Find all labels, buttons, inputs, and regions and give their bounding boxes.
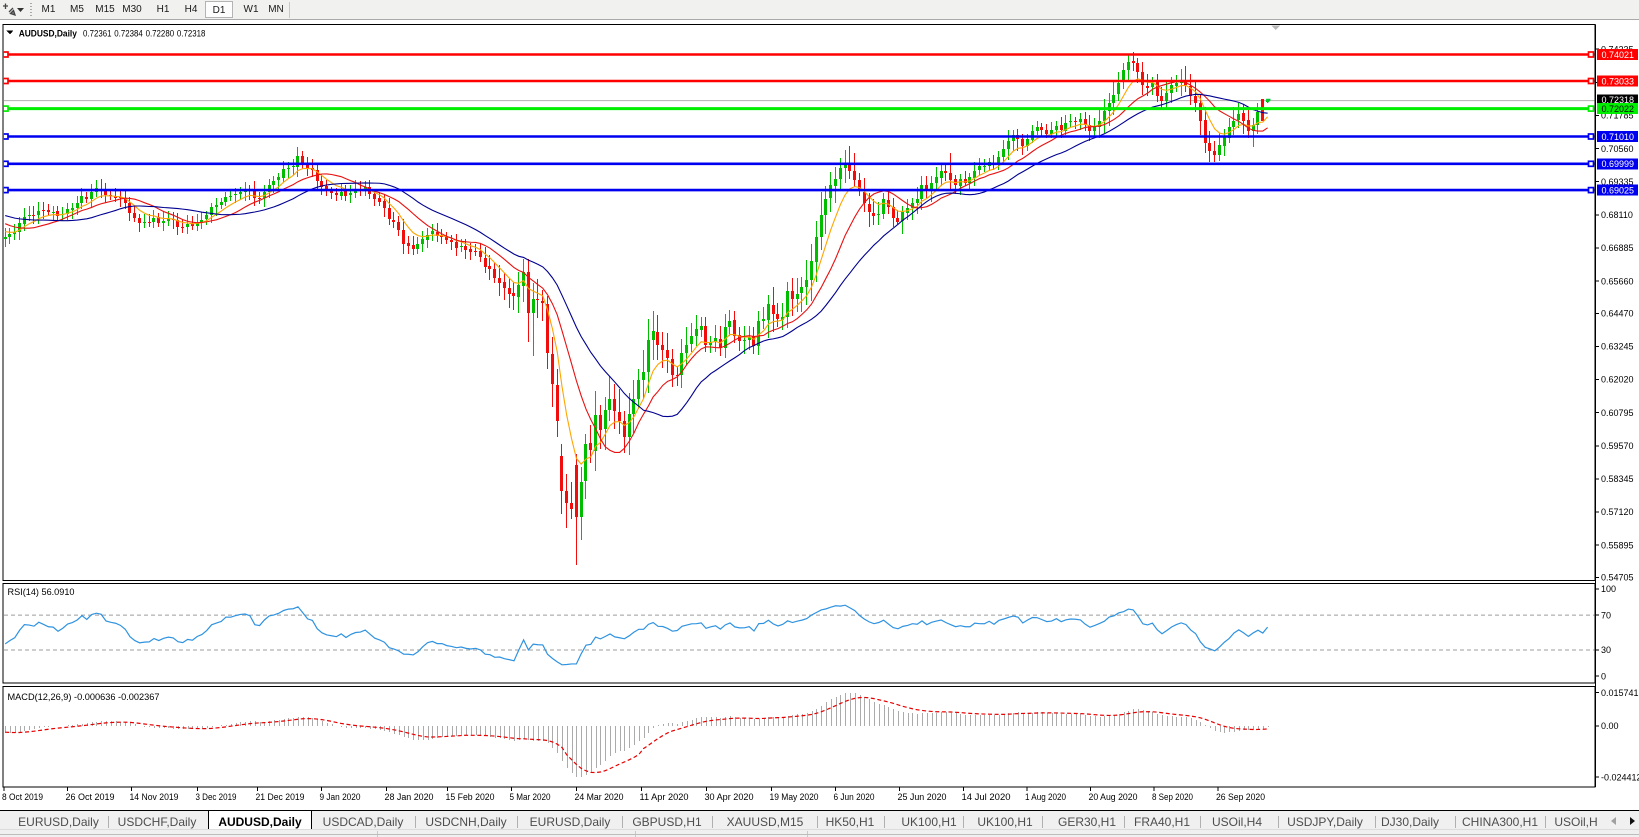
svg-text:MACD(12,26,9) -0.000636 -0.002: MACD(12,26,9) -0.000636 -0.002367 <box>8 692 160 702</box>
svg-text:100: 100 <box>1601 584 1616 594</box>
svg-text:0.72318: 0.72318 <box>177 29 206 39</box>
svg-text:0.57120: 0.57120 <box>1601 507 1634 517</box>
svg-text:0.72318: 0.72318 <box>1602 95 1635 105</box>
svg-text:RSI(14) 56.0910: RSI(14) 56.0910 <box>8 587 75 597</box>
svg-text:0.66885: 0.66885 <box>1601 243 1634 253</box>
svg-text:6 Jun 2020: 6 Jun 2020 <box>834 792 875 802</box>
svg-text:20 Aug 2020: 20 Aug 2020 <box>1089 792 1138 802</box>
svg-text:0.59570: 0.59570 <box>1601 441 1634 451</box>
svg-text:0.72022: 0.72022 <box>1602 104 1635 114</box>
svg-text:15 Feb 2020: 15 Feb 2020 <box>446 792 495 802</box>
svg-text:24 Mar 2020: 24 Mar 2020 <box>575 792 624 802</box>
svg-text:21 Dec 2019: 21 Dec 2019 <box>256 792 305 802</box>
svg-text:3 Dec 2019: 3 Dec 2019 <box>196 792 237 802</box>
svg-text:0.62020: 0.62020 <box>1601 375 1634 385</box>
svg-text:14 Jul 2020: 14 Jul 2020 <box>962 792 1011 802</box>
svg-text:0: 0 <box>1601 671 1606 681</box>
svg-text:0.63245: 0.63245 <box>1601 342 1634 352</box>
svg-text:11 Apr 2020: 11 Apr 2020 <box>640 792 689 802</box>
svg-text:30: 30 <box>1601 645 1611 655</box>
svg-text:26 Sep 2020: 26 Sep 2020 <box>1216 792 1265 802</box>
svg-text:28 Jan 2020: 28 Jan 2020 <box>385 792 434 802</box>
svg-text:-0.024412: -0.024412 <box>1601 772 1639 782</box>
svg-text:26 Oct 2019: 26 Oct 2019 <box>66 792 115 802</box>
svg-text:0.69999: 0.69999 <box>1602 159 1635 169</box>
svg-text:0.54705: 0.54705 <box>1601 573 1634 583</box>
svg-text:0.72280: 0.72280 <box>146 29 175 39</box>
svg-text:0.71785: 0.71785 <box>1601 111 1634 121</box>
svg-text:8 Sep 2020: 8 Sep 2020 <box>1152 792 1193 802</box>
svg-text:0.73033: 0.73033 <box>1602 76 1635 86</box>
svg-text:0.74021: 0.74021 <box>1602 50 1635 60</box>
svg-text:1 Aug 2020: 1 Aug 2020 <box>1025 792 1066 802</box>
svg-text:0.69025: 0.69025 <box>1602 186 1635 196</box>
svg-text:9 Jan 2020: 9 Jan 2020 <box>320 792 361 802</box>
svg-text:5 Mar 2020: 5 Mar 2020 <box>510 792 551 802</box>
svg-text:0.55895: 0.55895 <box>1601 540 1634 550</box>
svg-text:0.72361: 0.72361 <box>83 29 112 39</box>
svg-text:0.68110: 0.68110 <box>1601 210 1633 220</box>
svg-text:0.00: 0.00 <box>1601 721 1619 731</box>
svg-text:AUDUSD,Daily: AUDUSD,Daily <box>19 29 77 39</box>
svg-text:0.70560: 0.70560 <box>1601 144 1634 154</box>
svg-text:0.69335: 0.69335 <box>1601 177 1634 187</box>
svg-text:25 Jun 2020: 25 Jun 2020 <box>898 792 947 802</box>
svg-text:14 Nov 2019: 14 Nov 2019 <box>130 792 179 802</box>
svg-text:0.71010: 0.71010 <box>1602 132 1635 142</box>
svg-text:8 Oct 2019: 8 Oct 2019 <box>2 792 43 802</box>
svg-text:0.60795: 0.60795 <box>1601 408 1634 418</box>
svg-text:70: 70 <box>1601 610 1611 620</box>
svg-text:19 May 2020: 19 May 2020 <box>770 792 819 802</box>
svg-text:0.65660: 0.65660 <box>1601 276 1634 286</box>
svg-text:0.64470: 0.64470 <box>1601 309 1634 319</box>
svg-text:30 Apr 2020: 30 Apr 2020 <box>705 792 754 802</box>
svg-text:0.015741: 0.015741 <box>1601 688 1639 698</box>
svg-text:0.58345: 0.58345 <box>1601 474 1634 484</box>
svg-text:0.72384: 0.72384 <box>114 29 143 39</box>
